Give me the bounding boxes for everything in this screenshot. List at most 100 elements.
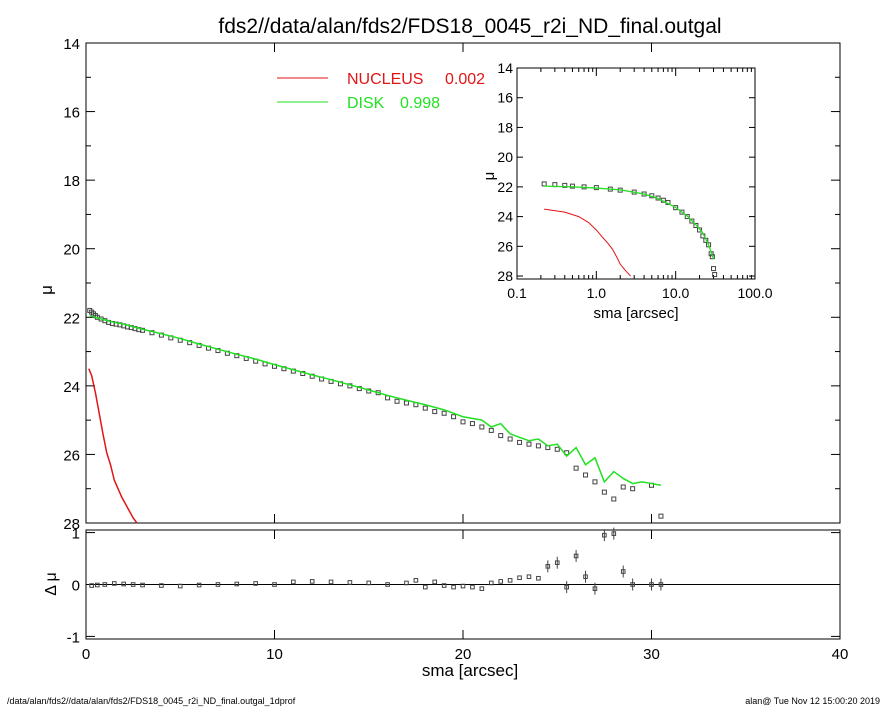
y-tick-label: 18 [63, 173, 80, 190]
data-point [432, 409, 438, 415]
data-point [507, 436, 513, 442]
inset-y-tick-label: 18 [497, 119, 513, 135]
inset-data-point [697, 227, 703, 233]
y-tick-label: 14 [63, 36, 80, 53]
data-point [451, 414, 457, 420]
inset-data-point [693, 223, 699, 229]
residual-point [441, 583, 447, 588]
inset-x-tick-label: 100.0 [737, 285, 772, 301]
y-tick-label: 26 [63, 447, 80, 464]
y-axis-label: μ [37, 285, 56, 295]
y-tick-label: 16 [63, 105, 80, 122]
y-tick-label: 20 [63, 242, 80, 259]
residual-point [347, 580, 353, 585]
legend-value-nucleus: 0.002 [445, 71, 485, 88]
data-point [658, 513, 664, 519]
inset-y-tick-label: 26 [497, 238, 513, 254]
residual-point [95, 582, 100, 588]
x-tick-label: 20 [455, 646, 472, 663]
residual-point [291, 579, 296, 585]
residual-point [451, 584, 456, 590]
y-tick-label: 24 [63, 379, 80, 396]
inset-y-axis-label: μ [481, 172, 498, 181]
y-tick-label: 28 [63, 516, 80, 533]
inset-plot-frame [516, 67, 756, 280]
residual-point [460, 583, 466, 589]
residual-point [89, 583, 94, 588]
residual-point [234, 581, 240, 587]
inset-data-point [569, 183, 575, 189]
inset-data-point [711, 266, 717, 272]
footer-right: alan@ Tue Nov 12 15:00:20 2019 [745, 696, 880, 706]
data-point [630, 486, 636, 492]
inset-data-point [684, 214, 690, 220]
inset-x-tick-label: 1.0 [587, 285, 607, 301]
residual-point [404, 580, 409, 586]
data-point [526, 441, 532, 447]
residual-point [111, 581, 117, 586]
inset-y-tick-label: 24 [497, 209, 513, 225]
inset-data-point [562, 182, 568, 188]
main-plot: 14 16 18 20 22 24 26 28 μ NUCLEUS 0.002 DISK 0.998 [37, 36, 841, 533]
residual-point [366, 580, 372, 586]
y-tick-label: 0 [72, 578, 80, 595]
series-line-disk [89, 314, 662, 487]
data-point [394, 398, 400, 404]
residual-point [196, 582, 202, 588]
residual-point [272, 582, 277, 587]
residual-point [423, 584, 428, 590]
footer-left: /data/alan/fds2//data/alan/fds2/FDS18_00… [7, 696, 296, 706]
inset-plot: 14 16 18 20 22 24 26 280.1 1.0 10.0 100.0 sma [arcs… [481, 60, 773, 322]
residual-y-axis-label: Δ μ [43, 572, 60, 595]
residual-point [102, 582, 108, 587]
data-point [611, 496, 617, 502]
residual-point [328, 579, 334, 585]
residual-point [309, 579, 315, 584]
data-point [601, 489, 607, 495]
residual-point [432, 579, 438, 585]
residual-point [130, 582, 136, 587]
inset-y-tick-label: 22 [497, 179, 513, 195]
data-point [422, 405, 428, 411]
inset-data-point [673, 205, 679, 211]
inset-nucleus-line [544, 208, 631, 277]
series-line-nucleus [88, 368, 138, 523]
data-point [554, 446, 560, 452]
data-point [441, 410, 447, 416]
x-tick-label: 40 [832, 646, 849, 663]
data-point [573, 465, 579, 471]
residual-point [488, 580, 494, 586]
residual-point [479, 586, 485, 591]
data-point [488, 427, 494, 433]
inset-y-tick-label: 28 [497, 268, 513, 284]
residual-point [507, 578, 513, 583]
data-point [592, 479, 598, 485]
data-point [498, 433, 504, 439]
y-tick-label: 22 [63, 310, 80, 327]
inset-y-tick-label: 16 [497, 90, 513, 106]
data-point [479, 424, 485, 430]
inset-data-point [706, 242, 712, 248]
inset-disk-line [544, 185, 715, 260]
inset-data-point [712, 272, 718, 278]
residual-point [215, 582, 221, 587]
residual-point [413, 578, 419, 583]
residual-point [140, 582, 145, 588]
residual-point [159, 583, 164, 588]
residual-point [385, 582, 390, 587]
inset-data-point [679, 209, 685, 215]
inset-x-tick-label: 0.1 [507, 285, 527, 301]
residual-point [177, 583, 183, 589]
inset-y-tick-label: 20 [497, 149, 513, 165]
legend-label-disk: DISK [347, 95, 385, 112]
data-point [620, 484, 626, 490]
x-tick-label: 10 [266, 646, 283, 663]
inset-data-point [541, 181, 547, 187]
data-point [469, 421, 475, 427]
residual-point [536, 575, 541, 581]
residual-point [470, 584, 475, 590]
y-tick-label: 1 [72, 526, 80, 543]
x-tick-label: 0 [82, 646, 90, 663]
